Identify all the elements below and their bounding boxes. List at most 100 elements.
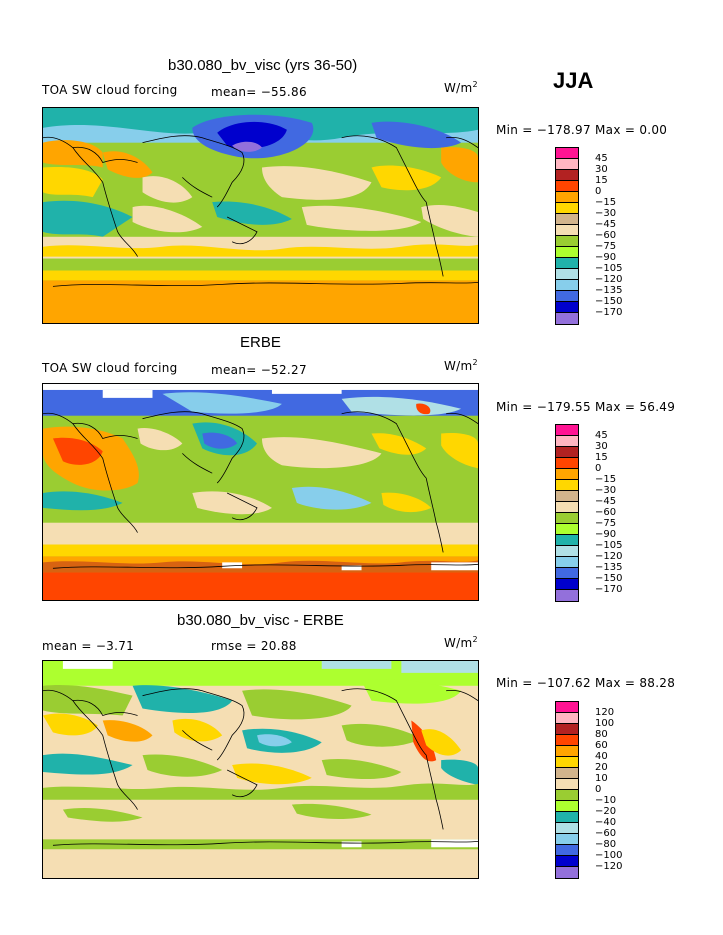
panel3-swatch (556, 746, 578, 757)
panel2-field-label: TOA SW cloud forcing (42, 361, 178, 375)
panel3-level-label: 120 (595, 707, 615, 718)
panel1-level-label: 30 (595, 164, 608, 175)
panel3-level-label: −10 (595, 795, 617, 806)
panel2-mean: mean= −52.27 (211, 363, 307, 377)
panel1-swatch (556, 247, 578, 258)
panel1-level-label: −90 (595, 252, 617, 263)
panel2-swatch (556, 513, 578, 524)
panel3-swatch (556, 812, 578, 823)
panel3-level-label: −20 (595, 806, 617, 817)
panel2-swatch (556, 546, 578, 557)
panel1-minmax: Min = −178.97 Max = 0.00 (496, 123, 668, 137)
panel3-level-label: 100 (595, 718, 615, 729)
panel3-mean: mean = −3.71 (42, 639, 135, 653)
panel2-swatch (556, 458, 578, 469)
panel1-swatch (556, 159, 578, 170)
panel3-swatch (556, 856, 578, 867)
panel3-swatch (556, 867, 578, 878)
panel1-level-label: −75 (595, 241, 617, 252)
season-label: JJA (553, 68, 594, 93)
panel1-swatch (556, 203, 578, 214)
panel2-swatch (556, 557, 578, 568)
panel1-swatch (556, 214, 578, 225)
panel2-level-label: −150 (595, 573, 623, 584)
panel2-level-label: −30 (595, 485, 617, 496)
panel3-minmax: Min = −107.62 Max = 88.28 (496, 676, 676, 690)
panel2-colorbar-labels: 45 30 15 0 −15 −30 −45 −60 −75 −90 −105 … (595, 430, 622, 595)
panel1-colorbar-labels: 45 30 15 0 −15 −30 −45 −60 −75 −90 −105 … (595, 153, 622, 318)
panel2-units: W/m2 (444, 358, 478, 373)
panel3-level-label: −100 (595, 850, 623, 861)
panel1-swatch (556, 313, 578, 324)
panel1-level-label: 15 (595, 175, 608, 186)
panel1-swatch (556, 302, 578, 313)
panel2-level-label: 0 (595, 463, 602, 474)
panel1-swatch (556, 181, 578, 192)
panel3-level-label: 40 (595, 751, 608, 762)
panel1-level-label: −150 (595, 296, 623, 307)
panel1-level-label: −60 (595, 230, 617, 241)
panel3-swatch (556, 834, 578, 845)
panel3-level-label: 80 (595, 729, 608, 740)
panel2-level-label: −170 (595, 584, 623, 595)
panel3-level-label: 20 (595, 762, 608, 773)
panel1-swatch (556, 280, 578, 291)
panel1-level-label: −30 (595, 208, 617, 219)
panel2-title: ERBE (240, 334, 281, 351)
panel2-swatch (556, 502, 578, 513)
panel1-level-label: −120 (595, 274, 623, 285)
panel3-swatch (556, 713, 578, 724)
panel2-level-label: −105 (595, 540, 623, 551)
panel3-swatch (556, 724, 578, 735)
panel1-swatch (556, 269, 578, 280)
panel2-level-label: −120 (595, 551, 623, 562)
panel3-swatch (556, 757, 578, 768)
panel3-swatch (556, 845, 578, 856)
panel3-swatch (556, 768, 578, 779)
panel1-swatch (556, 225, 578, 236)
panel3-level-label: −80 (595, 839, 617, 850)
panel2-swatch (556, 491, 578, 502)
panel1-level-label: −15 (595, 197, 617, 208)
panel3-level-label: −40 (595, 817, 617, 828)
panel1-swatch (556, 170, 578, 181)
panel2-map-svg (43, 384, 478, 600)
panel3-units: W/m2 (444, 635, 478, 650)
panel3-colorbar-labels: 120 100 80 60 40 20 10 0 −10 −20 −40 −60… (595, 707, 622, 872)
panel2-swatch (556, 436, 578, 447)
panel2-level-label: −60 (595, 507, 617, 518)
panel2-map (42, 383, 479, 601)
panel1-map (42, 107, 479, 324)
panel3-level-label: 60 (595, 740, 608, 751)
panel2-swatch (556, 535, 578, 546)
panel2-swatch (556, 590, 578, 601)
panel1-level-label: 0 (595, 186, 602, 197)
panel2-level-label: −45 (595, 496, 617, 507)
panel2-level-label: 15 (595, 452, 608, 463)
panel3-swatch (556, 790, 578, 801)
panel3-swatch (556, 801, 578, 812)
panel1-swatch (556, 258, 578, 269)
panel3-map (42, 660, 479, 879)
panel2-swatch (556, 568, 578, 579)
panel1-swatch (556, 148, 578, 159)
panel2-level-label: −15 (595, 474, 617, 485)
panel3-level-label: −120 (595, 861, 623, 872)
panel2-swatch (556, 425, 578, 436)
panel1-swatch (556, 236, 578, 247)
panel3-swatch (556, 735, 578, 746)
panel1-units: W/m2 (444, 80, 478, 95)
panel2-colorbar (555, 424, 579, 602)
panel3-colorbar (555, 701, 579, 879)
panel3-level-label: −60 (595, 828, 617, 839)
panel1-level-label: −105 (595, 263, 623, 274)
panel1-field-label: TOA SW cloud forcing (42, 83, 178, 97)
panel3-swatch (556, 779, 578, 790)
panel1-level-label: 45 (595, 153, 608, 164)
panel2-swatch (556, 579, 578, 590)
panel2-swatch (556, 469, 578, 480)
panel1-colorbar (555, 147, 579, 325)
panel3-level-label: 10 (595, 773, 608, 784)
panel3-title: b30.080_bv_visc - ERBE (177, 612, 344, 629)
panel2-swatch (556, 480, 578, 491)
